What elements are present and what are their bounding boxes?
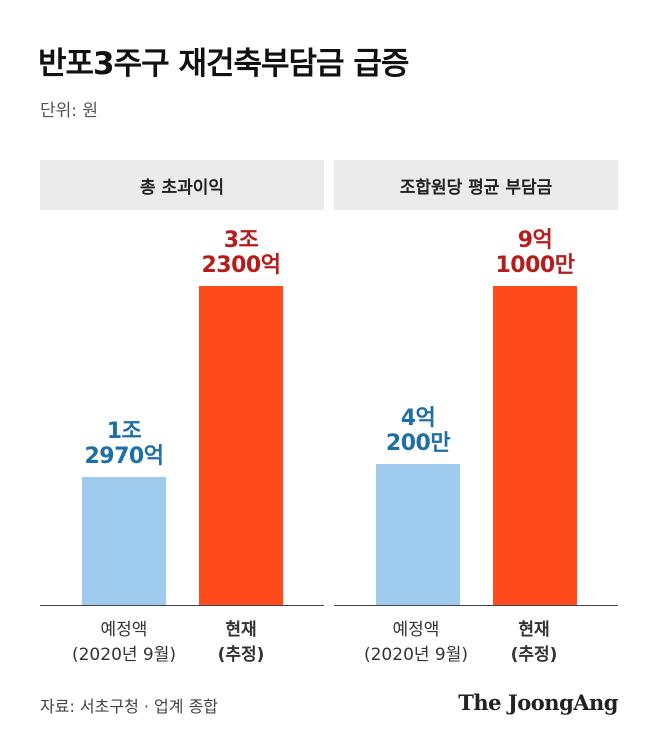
chart-panel-avg-charge-per-member: 조합원당 평균 부담금 4억 200만 9억 1000만 (334, 160, 618, 606)
data-label-current: 9억 1000만 (495, 228, 575, 279)
bar-current (493, 286, 577, 605)
source-note: 자료: 서초구청 · 업계 종합 (40, 697, 219, 716)
bar-planned (376, 464, 460, 605)
bar-planned (82, 476, 166, 605)
category-label-planned: 예정액 (2020년 9월) (71, 620, 177, 665)
category-label-current: 현재 (추정) (217, 620, 265, 665)
chart-title: 총 초과이익 (40, 160, 324, 210)
data-label-planned: 4억 200만 (385, 406, 451, 457)
chart-baseline (40, 605, 324, 606)
chart-title: 조합원당 평균 부담금 (334, 160, 618, 210)
bar-current (199, 286, 283, 605)
data-label-current: 3조 2300억 (201, 228, 281, 279)
data-label-planned: 1조 2970억 (84, 418, 164, 469)
chart-baseline (334, 605, 618, 606)
category-label-planned: 예정액 (2020년 9월) (363, 620, 469, 665)
category-label-current: 현재 (추정) (510, 620, 558, 665)
brand-logo: The JoongAng (458, 690, 618, 715)
chart-panel-total-excess-profit: 총 초과이익 1조 2970억 3조 2300억 (40, 160, 324, 606)
unit-label: 단위: 원 (40, 101, 99, 121)
page-title: 반포3주구 재건축부담금 급증 (38, 46, 409, 82)
